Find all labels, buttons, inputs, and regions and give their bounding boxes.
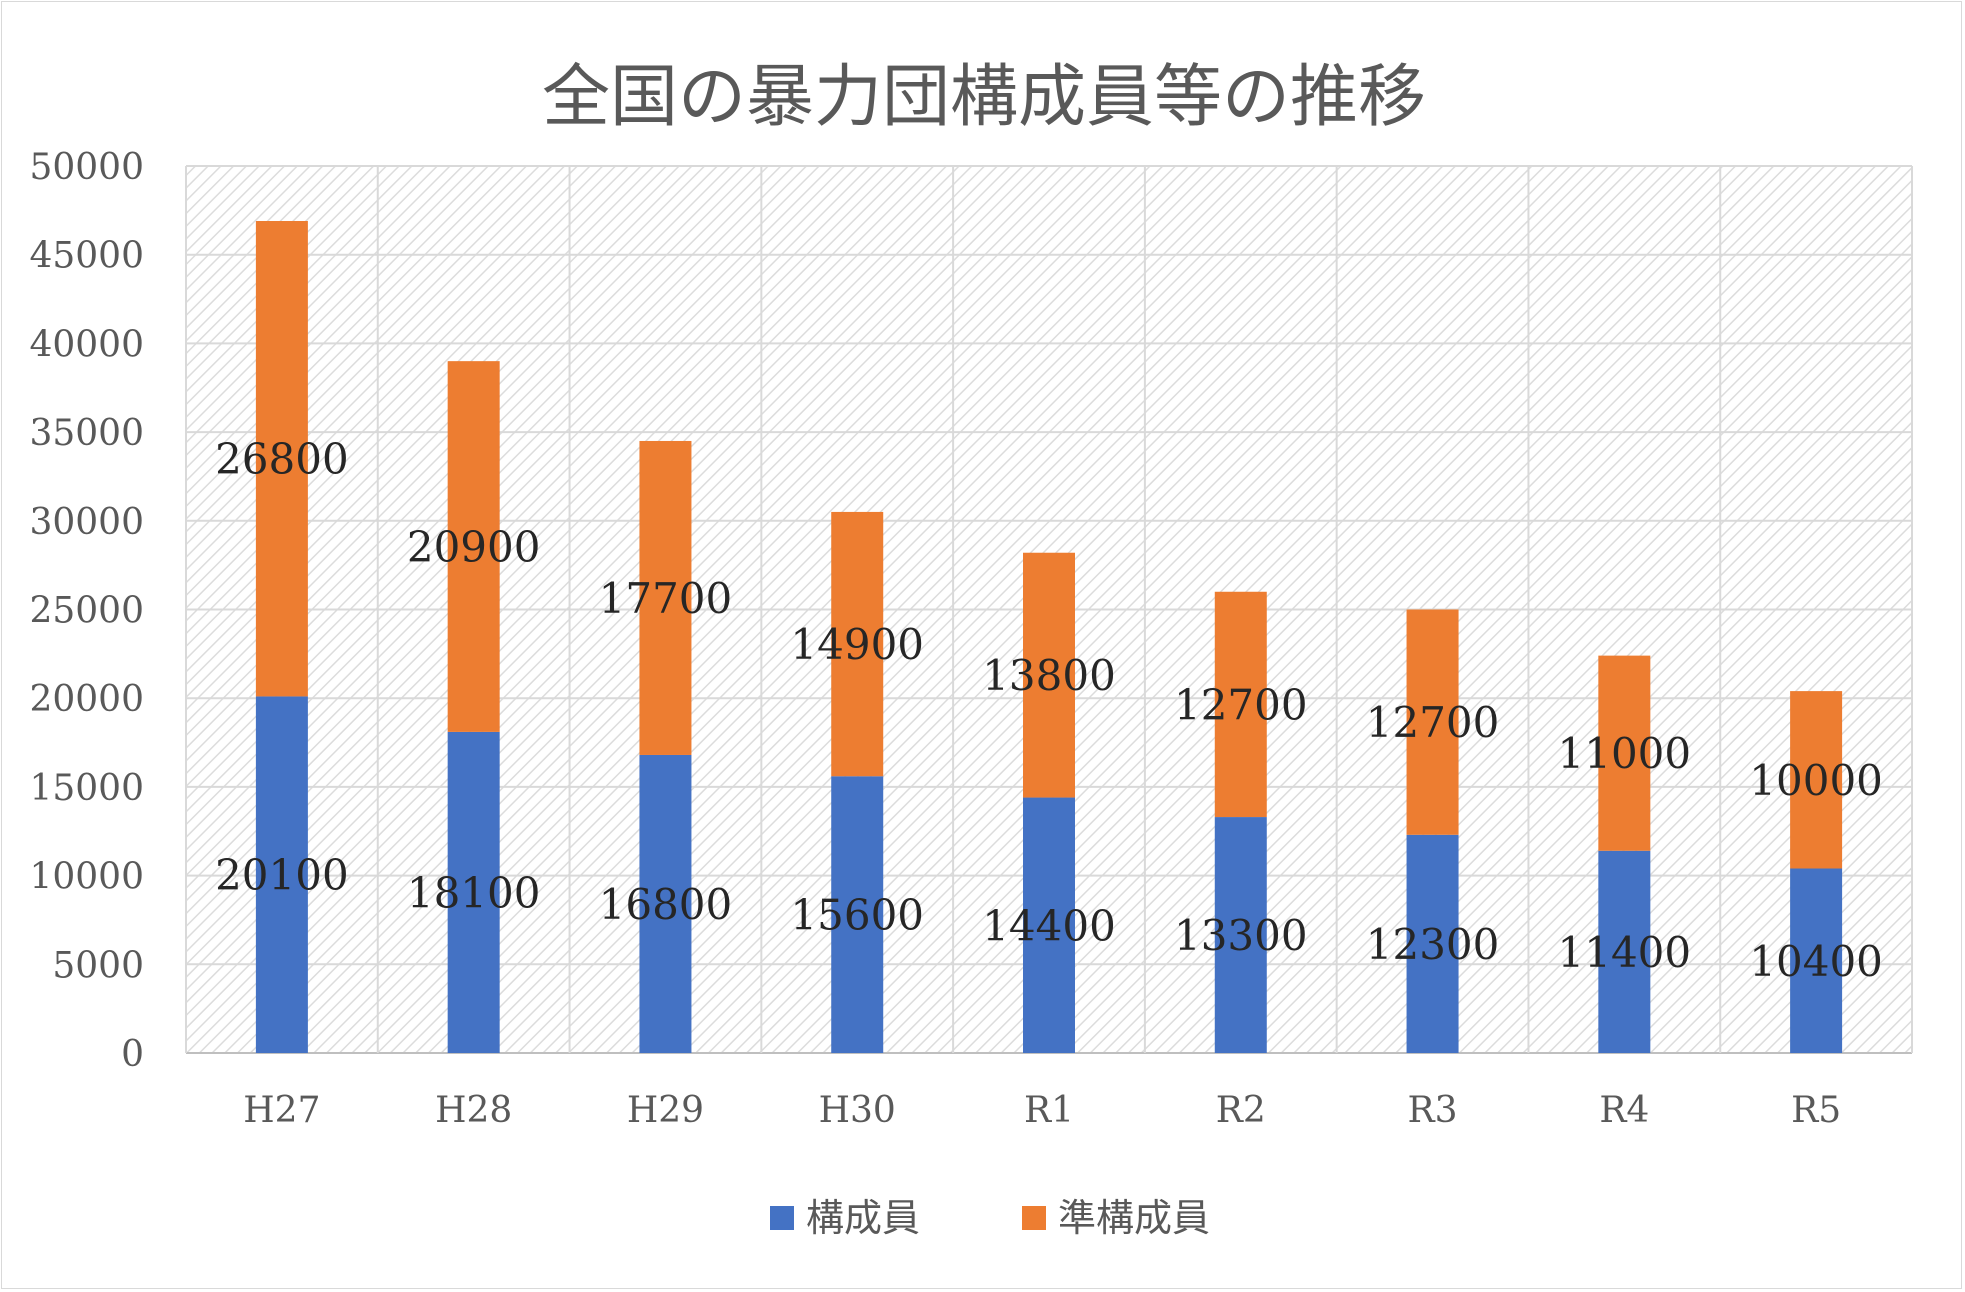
y-tick-label: 20000 [29, 679, 144, 720]
bars [255, 220, 1843, 1053]
y-tick-label: 25000 [29, 591, 144, 632]
data-label: 13300 [1174, 911, 1308, 960]
x-tick-label: R4 [1599, 1090, 1649, 1131]
bar-R4-jun-koseiin [1598, 655, 1651, 851]
legend-swatch [1022, 1206, 1046, 1230]
y-tick-label: 35000 [29, 413, 144, 454]
bar-R5-koseiin [1790, 868, 1843, 1053]
bar-H27-jun-koseiin [255, 220, 308, 697]
legend-label: 構成員 [806, 1196, 920, 1240]
bar-H30-jun-koseiin [831, 511, 884, 777]
bar-R3-koseiin [1406, 834, 1459, 1053]
data-label: 12700 [1174, 680, 1308, 729]
x-tick-label: H30 [819, 1090, 896, 1131]
y-tick-label: 50000 [29, 147, 144, 188]
bar-R1-koseiin [1023, 797, 1075, 1053]
data-label: 20900 [407, 523, 541, 572]
x-tick-label: R1 [1024, 1090, 1074, 1131]
y-tick-label: 0 [121, 1034, 144, 1075]
data-label: 10000 [1749, 756, 1883, 805]
data-label: 17700 [599, 574, 733, 623]
bar-H27-koseiin [255, 696, 308, 1053]
x-axis: H27 H28 H29 H30 R1 R2 R3 R4 R5 [243, 1090, 1841, 1131]
data-label: 12300 [1366, 920, 1500, 969]
x-tick-label: H29 [627, 1090, 704, 1131]
bar-R1-jun-koseiin [1023, 552, 1075, 798]
data-label: 12700 [1366, 698, 1500, 747]
x-tick-label: R5 [1791, 1090, 1841, 1131]
data-label: 10400 [1749, 937, 1883, 986]
data-label: 20100 [215, 851, 349, 900]
bar-R3-jun-koseiin [1406, 609, 1459, 835]
y-tick-label: 30000 [29, 502, 144, 543]
bar-R5-jun-koseiin [1790, 691, 1843, 869]
y-tick-label: 15000 [29, 768, 144, 809]
x-tick-label: R2 [1216, 1090, 1266, 1131]
data-label: 13800 [982, 651, 1116, 700]
chart-title: 全国の暴力団構成員等の推移 [542, 58, 1426, 137]
y-axis: 0 5000 10000 15000 20000 25000 30000 35000 40000… [29, 147, 144, 1075]
legend-swatch [770, 1206, 794, 1230]
data-label: 18100 [407, 868, 541, 917]
data-label: 11400 [1558, 928, 1692, 977]
data-label: 15600 [790, 891, 924, 940]
bar-H29-jun-koseiin [639, 440, 692, 755]
bar-H29-koseiin [639, 754, 692, 1053]
data-label: 26800 [215, 435, 349, 484]
data-labels: 20100 26800 18100 20900 16800 17700 15600 14900… [215, 435, 1883, 986]
legend-label: 準構成員 [1058, 1196, 1210, 1240]
y-tick-label: 40000 [29, 324, 144, 365]
bar-H28-jun-koseiin [447, 361, 500, 732]
data-label: 16800 [599, 880, 733, 929]
bar-H28-koseiin [447, 731, 500, 1053]
bar-R2-koseiin [1214, 817, 1267, 1053]
x-tick-label: H28 [435, 1090, 512, 1131]
data-label: 11000 [1558, 729, 1692, 778]
x-tick-label: H27 [243, 1090, 320, 1131]
y-tick-label: 10000 [29, 857, 144, 898]
bar-H30-koseiin [831, 776, 884, 1053]
y-tick-label: 5000 [52, 945, 144, 986]
data-label: 14900 [790, 620, 924, 669]
x-tick-label: R3 [1408, 1090, 1458, 1131]
y-tick-label: 45000 [29, 236, 144, 277]
legend: 構成員 準構成員 [770, 1196, 1210, 1240]
bar-R2-jun-koseiin [1214, 591, 1267, 818]
bar-R4-koseiin [1598, 850, 1651, 1053]
data-label: 14400 [982, 901, 1116, 950]
